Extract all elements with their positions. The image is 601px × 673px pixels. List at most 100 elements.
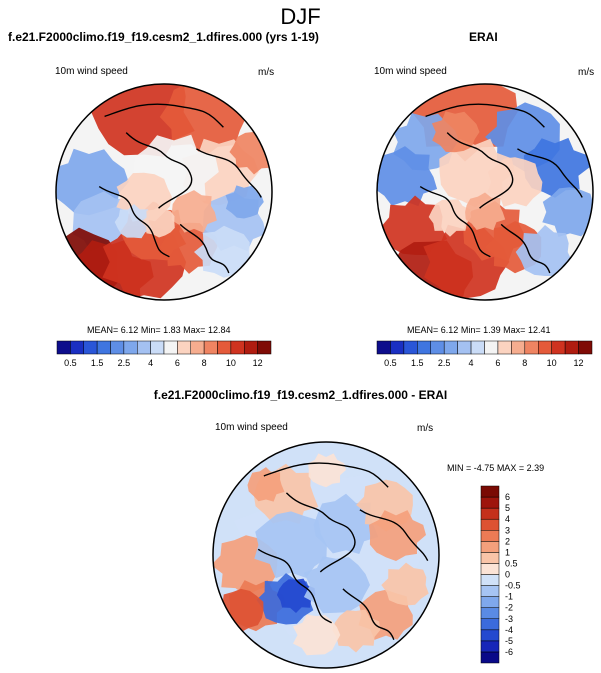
map-field-2 <box>377 84 593 300</box>
colorbar-3-swatch-5 <box>480 607 500 619</box>
colorbar-3-tick-label: 3 <box>505 525 510 535</box>
map-region-1-15 <box>114 204 153 239</box>
panel3-variable-label: 10m wind speed <box>215 422 288 433</box>
colorbar-2-tick-label: 6 <box>495 358 500 368</box>
colorbar-3-swatch-3 <box>480 629 500 642</box>
colorbar-3-swatch-6 <box>480 596 500 608</box>
map-region-2-14 <box>515 225 573 276</box>
colorbar-2-tick-label: 8 <box>522 358 527 368</box>
map-coastline-2-5 <box>425 103 545 128</box>
figure-title: DJF <box>280 4 321 29</box>
colorbar-3-tick-label: 0.5 <box>505 558 518 568</box>
map-border-1 <box>55 83 273 301</box>
map-region-3-5 <box>254 511 327 579</box>
panel2-stats: MEAN= 6.12 Min= 1.39 Max= 12.41 <box>407 325 550 335</box>
map-region-2-3 <box>377 146 438 207</box>
map-region-3-15 <box>292 614 341 656</box>
panel1-units-label: m/s <box>258 67 275 78</box>
panel1-min-label: Min= <box>140 325 161 335</box>
colorbar-2-swatch-9 <box>484 340 499 355</box>
map-field-3 <box>213 442 439 668</box>
map-region-1-12 <box>194 225 251 278</box>
map-region-3-18 <box>307 453 346 488</box>
map-coastline-1-1 <box>125 132 193 209</box>
map-region-3-16 <box>247 467 285 502</box>
colorbar-1: 0.5 1.5 2.5 4 6 8 10 12 <box>56 340 272 368</box>
map-region-3-14 <box>332 609 381 653</box>
map-region-2-17 <box>465 192 506 231</box>
colorbar-3-tick-label: -1 <box>505 592 513 602</box>
colorbar-2-swatch-4 <box>417 340 431 355</box>
colorbar-1-swatch-12 <box>203 340 218 355</box>
colorbar-1-swatch-2 <box>70 340 84 355</box>
colorbar-2-tick-label: 0.5 <box>384 358 397 368</box>
colorbar-3-swatch-9 <box>480 563 500 575</box>
colorbar-3-tick-label: 6 <box>505 492 510 502</box>
colorbar-2-swatch-6 <box>443 340 458 355</box>
map-coastline-1-3 <box>179 223 230 274</box>
colorbar-2-tick-label: 12 <box>574 358 584 368</box>
map-coastline-3-4 <box>359 509 429 561</box>
colorbar-1-swatch-4 <box>96 340 111 355</box>
map-panel-2 <box>376 83 594 301</box>
map-region-2-16 <box>431 111 480 153</box>
colorbar-3-swatch-16 <box>480 485 500 498</box>
map-field-1 <box>56 84 272 300</box>
colorbar-1-swatch-11 <box>190 340 205 355</box>
panel2-max-value: 12.41 <box>527 325 551 335</box>
map-coastline-3-1 <box>285 492 356 573</box>
colorbar-1-swatch-7 <box>137 340 151 355</box>
colorbar-2-swatch-14 <box>551 340 566 355</box>
colorbar-1-swatch-8 <box>150 340 165 355</box>
colorbar-1-swatch-5 <box>110 340 125 355</box>
colorbar-1-tick-label: 6 <box>175 358 180 368</box>
colorbar-2-swatch-2 <box>390 340 405 355</box>
colorbar-1-swatch-9 <box>163 340 178 355</box>
panel1-mean-value: 6.12 <box>120 325 139 335</box>
map-coastline-2-1 <box>446 132 514 209</box>
colorbar-3-tick-label: -3 <box>505 614 513 624</box>
panel1-stats: MEAN= 6.12 Min= 1.83 Max= 12.84 <box>87 325 230 335</box>
colorbar-2-swatch-10 <box>497 340 512 355</box>
map-panel-3 <box>212 441 440 669</box>
map-coastline-3-5 <box>263 462 389 488</box>
panel1-variable-label: 10m wind speed <box>55 66 128 77</box>
map-coastline-3-3 <box>342 588 395 640</box>
colorbar-2-tick-label: 10 <box>547 358 557 368</box>
colorbar-1-swatch-6 <box>123 340 138 355</box>
map-region-2-6 <box>542 187 593 237</box>
colorbar-3-tick-label: 4 <box>505 514 510 524</box>
colorbar-2-swatch-11 <box>511 340 526 355</box>
map-coastline-1-5 <box>104 103 224 128</box>
map-border-2 <box>376 83 594 301</box>
colorbar-1-tick-label: 0.5 <box>64 358 77 368</box>
colorbar-2-tick-label: 2.5 <box>438 358 451 368</box>
colorbar-2-swatch-13 <box>538 340 552 355</box>
colorbar-3-tick-label: 0 <box>505 570 510 580</box>
map-region-1-19 <box>141 206 175 238</box>
panel1-max-label: Max= <box>183 325 206 335</box>
map-region-2-7 <box>380 195 448 256</box>
colorbar-3-swatch-8 <box>480 574 500 586</box>
colorbar-1-tick-label: 12 <box>253 358 263 368</box>
colorbar-2-swatch-7 <box>457 340 472 355</box>
colorbar-3-tick-label: 2 <box>505 536 510 546</box>
colorbar-2-swatch-1 <box>376 340 391 355</box>
colorbar-1-tick-label: 2.5 <box>118 358 131 368</box>
colorbar-2-swatch-8 <box>470 340 485 355</box>
colorbar-3-swatch-10 <box>480 552 500 564</box>
colorbar-2-swatch-15 <box>564 340 579 355</box>
map-coastline-1-2 <box>98 186 170 258</box>
panel3-title: f.e21.F2000climo.f19_f19.cesm2_1.dfires.… <box>153 388 448 402</box>
colorbar-1-swatch-1 <box>56 340 71 355</box>
map-region-3-8 <box>303 556 370 614</box>
colorbar-2-swatch-16 <box>578 340 593 355</box>
colorbar-2-swatch-3 <box>403 340 418 355</box>
map-coastline-2-3 <box>500 223 551 274</box>
colorbar-3-tick-label: 1 <box>505 547 510 557</box>
map-coastline-2-4 <box>517 148 583 198</box>
colorbar-2: 0.5 1.5 2.5 4 6 8 10 12 <box>376 340 593 368</box>
panel2-variable-label: 10m wind speed <box>374 66 447 77</box>
